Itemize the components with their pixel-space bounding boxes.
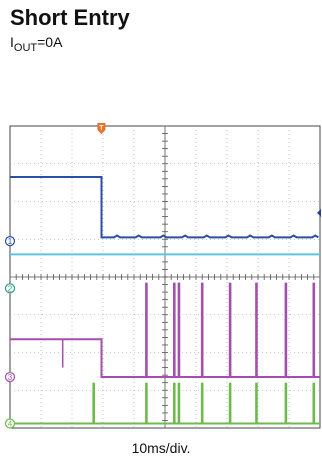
- trace-channel-1: 1: [4, 176, 319, 247]
- trace-spike-4-0: [92, 382, 95, 424]
- channel-marker-2: 2: [4, 283, 16, 294]
- subtitle-suffix: =0A: [37, 34, 63, 50]
- trace-spike-4-1: [145, 382, 148, 424]
- trace-spike-3-6: [284, 282, 288, 378]
- subtitle-prefix: I: [10, 34, 14, 50]
- channel-marker-3: 3: [4, 371, 16, 383]
- channel-marker-1: 1: [4, 236, 16, 247]
- chart-subtitle: IOUT=0A: [10, 34, 63, 54]
- trace-spike-3-4: [228, 282, 232, 378]
- trace-spike-4-2: [173, 382, 176, 424]
- channel-marker-ring-2: [4, 283, 16, 294]
- trace-line-3: [10, 338, 320, 378]
- trace-channel-3: 3: [4, 282, 320, 383]
- trace-spike-3-1: [173, 282, 176, 378]
- plot-markers: T: [97, 123, 321, 217]
- x-axis-label: 10ms/div.: [131, 440, 191, 456]
- oscilloscope-plot: 1 2 3 4 T: [4, 123, 321, 429]
- trace-spike-3-3: [200, 282, 204, 378]
- trace-spike-4-7: [284, 382, 288, 424]
- channel-marker-label-2: 2: [8, 284, 13, 293]
- channel-marker-label-4: 4: [8, 419, 13, 428]
- channel-marker-4: 4: [4, 418, 16, 429]
- trace-spike-4-6: [255, 382, 258, 424]
- trace-line-0: [10, 176, 319, 239]
- trace-spike-4-8: [312, 382, 316, 424]
- channel-marker-ring-4: [4, 418, 16, 429]
- channel-marker-label-3: 3: [8, 373, 13, 382]
- channel-marker-ring-3: [4, 371, 16, 383]
- chart-title: Short Entry: [10, 5, 130, 30]
- trace-spike-4-3: [177, 382, 181, 424]
- channel-marker-label-1: 1: [8, 237, 13, 246]
- trace-spike-4-4: [200, 382, 204, 424]
- trace-spike-4-5: [228, 382, 232, 424]
- trace-channel-4: 4: [4, 382, 320, 429]
- channel-marker-ring-1: [4, 236, 16, 247]
- subtitle-subscript: OUT: [13, 42, 38, 54]
- trigger-marker-label: T: [99, 125, 104, 132]
- trigger-marker: [97, 123, 106, 134]
- level-marker-right: [317, 208, 321, 217]
- trace-spike-3-0: [145, 282, 148, 378]
- plot-traces: 1 2 3 4: [4, 176, 320, 429]
- trace-spike-3-7: [312, 282, 316, 378]
- trace-spike-3-2: [177, 282, 181, 378]
- trace-spike-3-5: [255, 282, 258, 378]
- trace-channel-2: 2: [4, 283, 16, 294]
